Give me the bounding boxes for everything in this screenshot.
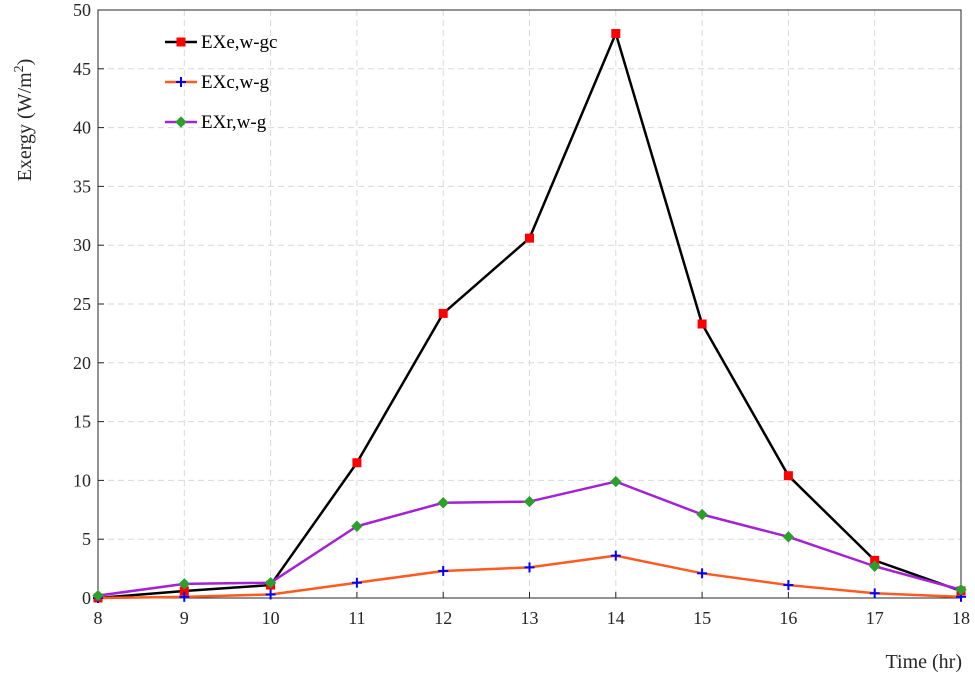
x-tick-label: 9 bbox=[180, 608, 189, 628]
data-point bbox=[697, 568, 708, 579]
data-point bbox=[782, 531, 795, 543]
tick-labels: 8 9 10 11 12 13 14 15 16 17 18 0 5 10 15 20 25 30 35 40 45 50 bbox=[73, 0, 970, 628]
data-point bbox=[869, 588, 880, 599]
data-point bbox=[868, 560, 881, 572]
data-point bbox=[955, 584, 967, 596]
data-point bbox=[696, 508, 708, 521]
data-point bbox=[351, 577, 362, 588]
x-tick-label: 16 bbox=[779, 608, 797, 628]
data-point bbox=[437, 497, 449, 509]
legend-item: EXr,w-g bbox=[165, 112, 267, 133]
y-axis-label-superscript: 2 bbox=[12, 65, 27, 72]
series-2 bbox=[92, 475, 967, 602]
y-tick-label: 15 bbox=[73, 412, 91, 432]
data-point bbox=[178, 578, 191, 590]
data-point bbox=[179, 591, 190, 602]
x-tick-label: 11 bbox=[348, 608, 365, 628]
data-point bbox=[92, 589, 104, 602]
y-tick-label: 45 bbox=[73, 59, 91, 79]
x-tick-label: 17 bbox=[866, 608, 884, 628]
data-point bbox=[352, 458, 362, 468]
data-point bbox=[610, 475, 622, 488]
x-tick-label: 13 bbox=[521, 608, 539, 628]
y-axis-label-text: Exergy (W/m bbox=[14, 72, 36, 181]
data-point bbox=[264, 577, 277, 589]
legend-marker bbox=[175, 116, 187, 128]
data-point bbox=[351, 520, 363, 532]
legend-label: EXc,w-g bbox=[201, 72, 270, 93]
x-axis-label: Time (hr) bbox=[886, 651, 962, 673]
y-tick-label: 50 bbox=[73, 0, 91, 20]
data-point bbox=[265, 589, 276, 600]
data-point bbox=[610, 550, 621, 561]
y-axis-label-close: ) bbox=[14, 59, 36, 66]
x-tick-label: 15 bbox=[693, 608, 711, 628]
data-point bbox=[783, 471, 793, 481]
x-tick-label: 8 bbox=[94, 608, 103, 628]
legend-marker bbox=[176, 77, 186, 87]
data-point bbox=[523, 495, 536, 508]
x-tick-label: 14 bbox=[607, 608, 625, 628]
y-tick-label: 0 bbox=[82, 588, 91, 608]
y-tick-label: 35 bbox=[73, 176, 91, 196]
y-axis-label: Exergy (W/m2) bbox=[12, 59, 36, 182]
data-point bbox=[524, 562, 535, 573]
data-point bbox=[438, 308, 448, 318]
legend-marker bbox=[176, 37, 186, 47]
legend-label: EXe,w-gc bbox=[201, 32, 278, 53]
legend-item: EXe,w-gc bbox=[165, 32, 278, 53]
legend-label: EXr,w-g bbox=[201, 112, 267, 133]
legend-item: EXc,w-g bbox=[165, 72, 270, 93]
data-point bbox=[611, 29, 621, 39]
x-tick-label: 18 bbox=[952, 608, 970, 628]
grid bbox=[98, 10, 961, 598]
y-tick-label: 30 bbox=[73, 235, 91, 255]
y-tick-label: 5 bbox=[82, 529, 91, 549]
y-tick-label: 10 bbox=[73, 470, 91, 490]
series-group bbox=[92, 29, 967, 603]
data-point bbox=[438, 565, 449, 576]
y-tick-label: 40 bbox=[73, 118, 91, 138]
y-tick-label: 20 bbox=[73, 353, 91, 373]
data-point bbox=[783, 580, 794, 591]
data-point bbox=[525, 233, 534, 243]
legend: EXe,w-gc EXc,w-g EXr,w-g bbox=[165, 32, 278, 133]
data-point bbox=[697, 319, 707, 329]
x-tick-label: 10 bbox=[262, 608, 280, 628]
x-tick-label: 12 bbox=[434, 608, 452, 628]
y-tick-label: 25 bbox=[73, 294, 91, 314]
